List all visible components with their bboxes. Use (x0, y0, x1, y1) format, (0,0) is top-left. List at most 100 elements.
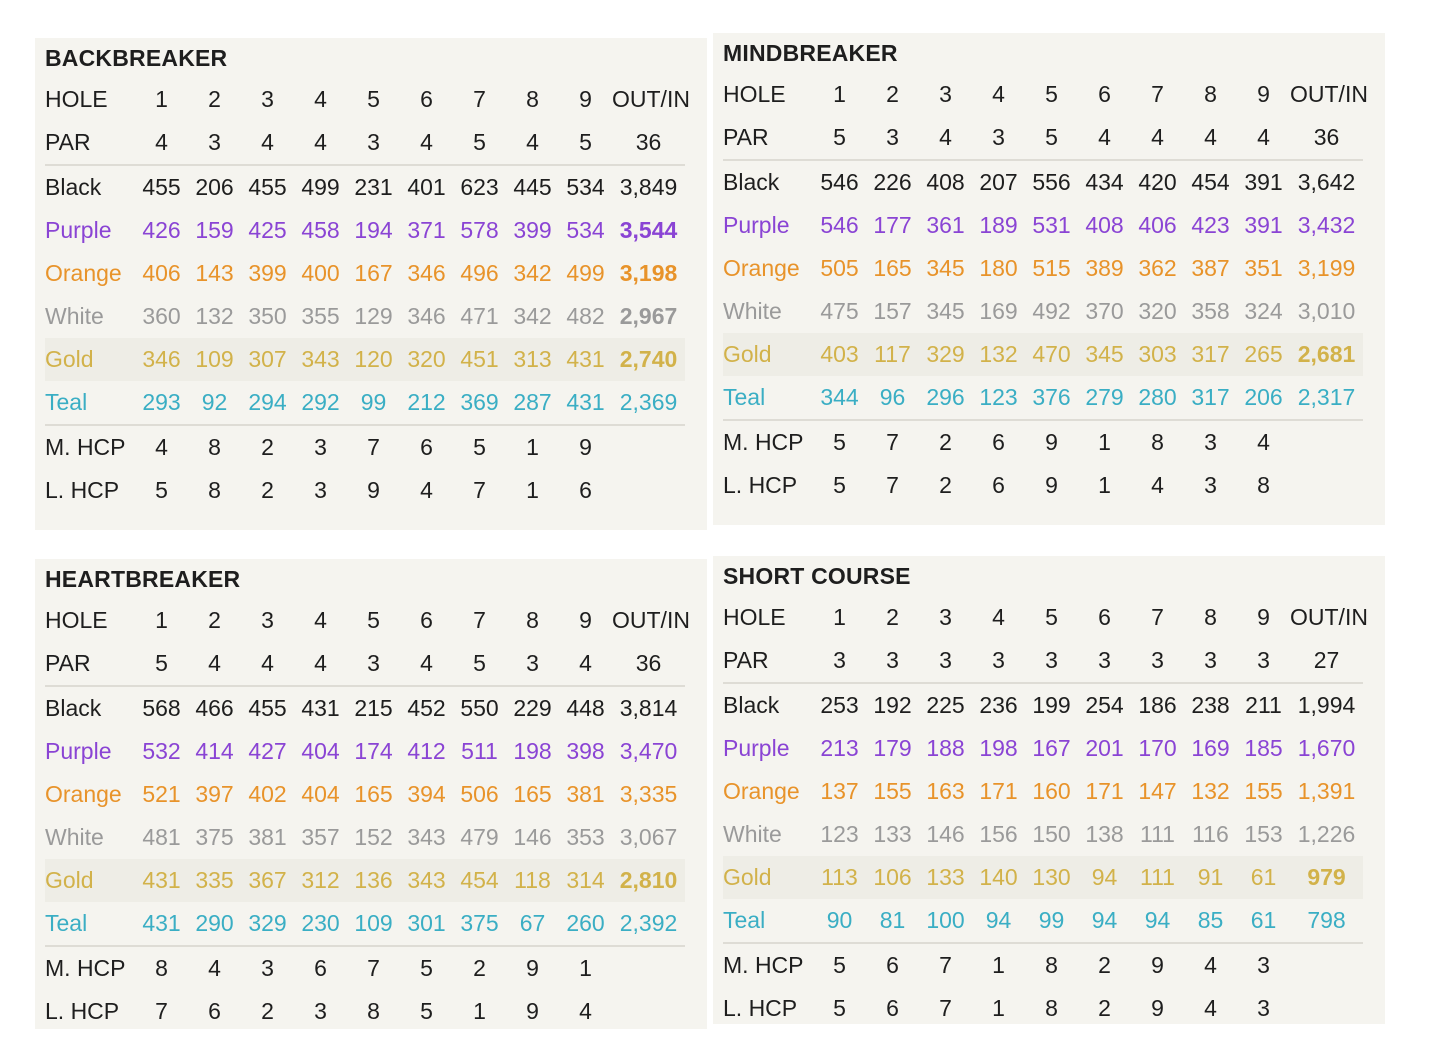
hole-value: 6 (208, 998, 221, 1024)
hole-value: 2 (208, 607, 221, 633)
hole-value: 3 (1098, 647, 1111, 673)
row-label: Teal (45, 910, 88, 936)
row-label: White (45, 303, 104, 329)
hole-value: 427 (248, 738, 287, 764)
row-label: Orange (723, 778, 800, 804)
hole-value: 130 (1025, 856, 1078, 899)
hole-value: 4 (314, 86, 327, 112)
hole-value: 1 (155, 607, 168, 633)
scorecard-heartbreaker: HEARTBREAKER HOLE 1 2 3 4 5 6 7 8 9 OUT/IN PAR 5 4 4 4 3 4… (35, 559, 707, 1029)
hole-value: 85 (1197, 907, 1224, 933)
row-label: Gold (723, 333, 813, 376)
hole-value: 314 (559, 859, 612, 902)
tee-row-purple: Purple 426 159 425 458 194 371 578 399 534 3,544 (45, 209, 685, 252)
row-total: 36 (635, 650, 662, 676)
hole-value: 1 (526, 477, 539, 503)
hole-value: 9 (1151, 995, 1164, 1021)
hole-value: 3 (992, 124, 1005, 150)
hole-value: 1 (473, 998, 486, 1024)
hole-value: 317 (1191, 384, 1230, 410)
course-title: MINDBREAKER (723, 40, 898, 66)
hole-value: 8 (526, 86, 539, 112)
hole-value: 159 (195, 217, 234, 243)
hole-value: 343 (407, 824, 446, 850)
hole-value: 4 (188, 945, 241, 990)
row-label: Gold (723, 856, 813, 899)
hole-value: 188 (926, 735, 965, 761)
hole-value: 201 (1085, 735, 1124, 761)
hole-value: 505 (820, 255, 859, 281)
hole-value: 1 (506, 424, 559, 469)
hole-value: 118 (506, 859, 559, 902)
hole-value: 389 (1085, 255, 1124, 281)
hole-value: 394 (407, 781, 446, 807)
tee-row-white: White 360 132 350 355 129 346 471 342 482 2,967 (45, 295, 685, 338)
hole-value: 236 (972, 682, 1025, 727)
hole-value: 206 (1244, 384, 1283, 410)
row-label: Black (45, 164, 135, 209)
hole-value: 458 (301, 217, 340, 243)
hole-value: 3 (314, 477, 327, 503)
row-total: 3,198 (619, 260, 678, 286)
hole-value: 7 (886, 472, 899, 498)
hole-value: 431 (142, 910, 181, 936)
row-total: 3,642 (1290, 159, 1363, 204)
hole-value: 120 (347, 338, 400, 381)
hole-value: 1 (559, 945, 612, 990)
row-total: 979 (1290, 856, 1363, 899)
hole-value: 152 (354, 824, 393, 850)
scorecard-table: HOLE 1 2 3 4 5 6 7 8 9 OUT/IN PAR 5 4 4 4 3 4 5 3 4 36 Black 56… (45, 599, 690, 1033)
row-total (1290, 419, 1363, 464)
hole-value: 406 (1138, 212, 1177, 238)
hole-value: 4 (135, 424, 188, 469)
hole-value: 194 (354, 217, 393, 243)
course-title: BACKBREAKER (45, 45, 228, 71)
scorecard-mindbreaker: MINDBREAKER HOLE 1 2 3 4 5 6 7 8 9 OUT/IN PAR 5 3 4 3 5 4 4… (713, 33, 1385, 525)
hole-value: 344 (820, 384, 859, 410)
row-total (1290, 987, 1363, 1030)
hole-value: 362 (1138, 255, 1177, 281)
hole-value: 174 (354, 738, 393, 764)
hole-value: 521 (142, 781, 181, 807)
tee-row-orange: Orange 521 397 402 404 165 394 506 165 381 3,335 (45, 773, 685, 816)
hole-value: 404 (301, 738, 340, 764)
tee-row-orange: Orange 137 155 163 171 160 171 147 132 155 1,391 (723, 770, 1363, 813)
tee-row-orange: Orange 505 165 345 180 515 389 362 387 351 3,199 (723, 247, 1363, 290)
tee-row-white: White 123 133 146 156 150 138 111 116 153 1,226 (723, 813, 1363, 856)
hole-value: 113 (813, 856, 866, 899)
hole-value: 90 (826, 907, 853, 933)
hole-value: 412 (407, 738, 446, 764)
hole-value: 492 (1032, 298, 1071, 324)
hole-value: 402 (248, 781, 287, 807)
tee-row-gold: Gold 431 335 367 312 136 343 454 118 314 2,810 (45, 859, 685, 902)
hole-value: 345 (926, 298, 965, 324)
hole-value: 1 (992, 995, 1005, 1021)
hole-value: 2 (241, 424, 294, 469)
hole-value: 9 (1257, 81, 1270, 107)
hole-value: 4 (420, 129, 433, 155)
hole-value: 163 (926, 778, 965, 804)
hole-value: 3 (939, 604, 952, 630)
hole-value: 165 (354, 781, 393, 807)
hole-value: 123 (820, 821, 859, 847)
hole-value: 345 (926, 255, 965, 281)
hole-value: 454 (453, 859, 506, 902)
hole-value: 431 (559, 338, 612, 381)
row-label: Gold (45, 338, 135, 381)
hole-value: 150 (1032, 821, 1071, 847)
hole-value: 4 (314, 650, 327, 676)
hole-value: 5 (1045, 81, 1058, 107)
hole-value: 6 (420, 86, 433, 112)
hole-value: 111 (1131, 856, 1184, 899)
hole-value: 3 (294, 424, 347, 469)
hole-value: 2 (261, 477, 274, 503)
hole-value: 1 (1078, 419, 1131, 464)
hole-value: 546 (813, 159, 866, 204)
hole-value: 2 (208, 86, 221, 112)
par-row: PAR 4 3 4 4 3 4 5 4 5 36 (45, 121, 685, 165)
hole-value: 129 (354, 303, 393, 329)
hole-value: 9 (367, 477, 380, 503)
hole-value: 6 (400, 424, 453, 469)
hole-value: 169 (979, 298, 1018, 324)
hole-value: 7 (473, 477, 486, 503)
